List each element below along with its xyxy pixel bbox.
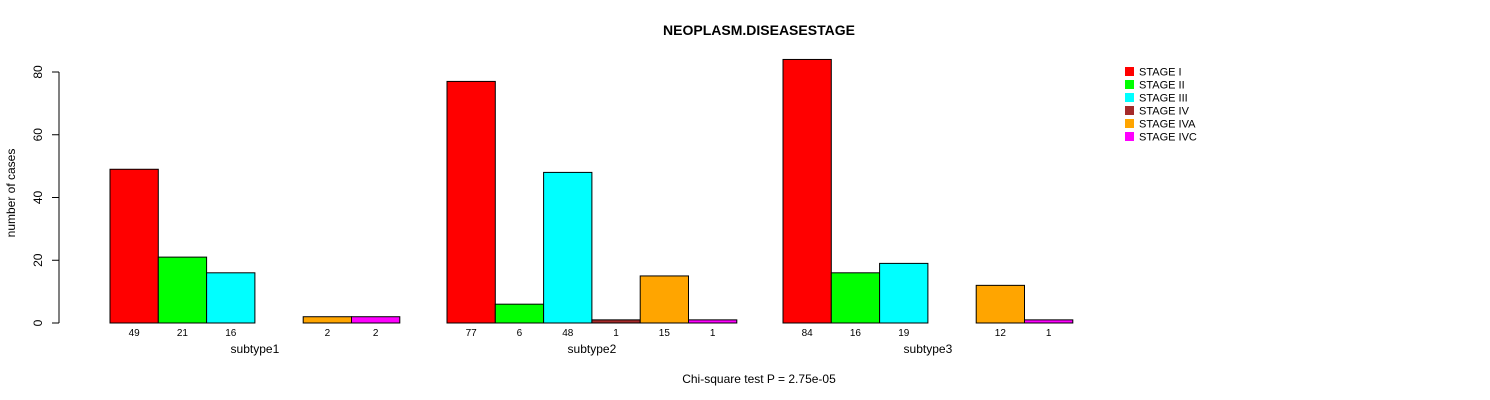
- bar-subtype2-stage-i: [446, 80, 496, 324]
- bar-value-label: 16: [225, 328, 237, 339]
- y-axis-label: number of cases: [4, 149, 18, 238]
- legend-swatch: [1125, 106, 1134, 115]
- bar-subtype3-stage-i: [782, 58, 832, 324]
- y-tick-label: 80: [31, 65, 45, 79]
- bar-subtype3-stage-ivc: [1024, 319, 1074, 324]
- group-label-subtype2: subtype2: [568, 342, 617, 356]
- chart-title: NEOPLASM.DISEASESTAGE: [663, 22, 855, 38]
- bar-value-label: 1: [613, 328, 619, 339]
- bar-subtype2-stage-iii: [543, 171, 593, 324]
- bar-subtype3-stage-iva: [975, 284, 1026, 324]
- legend-swatch: [1125, 80, 1134, 89]
- y-tick-label: 20: [31, 253, 45, 267]
- bar-value-label: 1: [1046, 328, 1052, 339]
- y-tick-label: 60: [31, 128, 45, 142]
- chi-square-footer: Chi-square test P = 2.75e-05: [682, 372, 836, 386]
- group-label-subtype1: subtype1: [231, 342, 280, 356]
- bar-subtype1-stage-iva: [302, 316, 353, 324]
- bar-value-label: 16: [850, 328, 862, 339]
- y-axis: 0 20 40 60 80: [31, 65, 60, 326]
- bar-value-label: 6: [517, 328, 523, 339]
- bars-layer: [109, 58, 1074, 324]
- bar-value-label: 48: [562, 328, 574, 339]
- legend-label: STAGE II: [1139, 80, 1185, 92]
- bar-value-label: 77: [466, 328, 478, 339]
- bar-subtype3-stage-ii: [830, 272, 881, 324]
- bar-subtype2-stage-ivc: [688, 319, 738, 324]
- bar-value-label: 2: [325, 328, 331, 339]
- bar-value-label: 21: [177, 328, 189, 339]
- bar-value-label: 84: [802, 328, 814, 339]
- bar-value-label: 15: [659, 328, 671, 339]
- bar-value-label: 49: [129, 328, 141, 339]
- legend-swatch: [1125, 93, 1134, 102]
- legend-label: STAGE IV: [1139, 106, 1190, 118]
- legend-label: STAGE III: [1139, 93, 1188, 105]
- bar-subtype2-stage-iva: [639, 275, 690, 324]
- bar-subtype1-stage-i: [109, 168, 159, 324]
- legend-swatch: [1125, 132, 1134, 141]
- bar-subtype2-stage-iv: [591, 319, 641, 324]
- bar-subtype1-stage-ii: [157, 256, 208, 324]
- bar-labels-layer: 49 21 16 2 2 77 6 48 1 15 1 84 16 19 12 1: [129, 328, 1052, 339]
- y-tick-label: 40: [31, 191, 45, 205]
- bar-subtype1-stage-iii: [206, 272, 256, 324]
- bar-subtype3-stage-iii: [879, 262, 929, 324]
- bar-value-label: 1: [710, 328, 716, 339]
- bar-subtype2-stage-ii: [494, 303, 545, 324]
- legend-swatch: [1125, 67, 1134, 76]
- bar-subtype1-stage-ivc: [351, 316, 401, 324]
- bar-value-label: 2: [373, 328, 379, 339]
- bar-value-label: 19: [898, 328, 910, 339]
- bar-value-label: 12: [995, 328, 1007, 339]
- legend-label: STAGE IVA: [1139, 119, 1196, 131]
- group-label-subtype3: subtype3: [904, 342, 953, 356]
- group-labels-layer: subtype1 subtype2 subtype3: [231, 342, 953, 356]
- y-tick-label: 0: [31, 319, 45, 326]
- legend-label: STAGE I: [1139, 67, 1182, 79]
- legend-label: STAGE IVC: [1139, 132, 1197, 144]
- legend-swatch: [1125, 119, 1134, 128]
